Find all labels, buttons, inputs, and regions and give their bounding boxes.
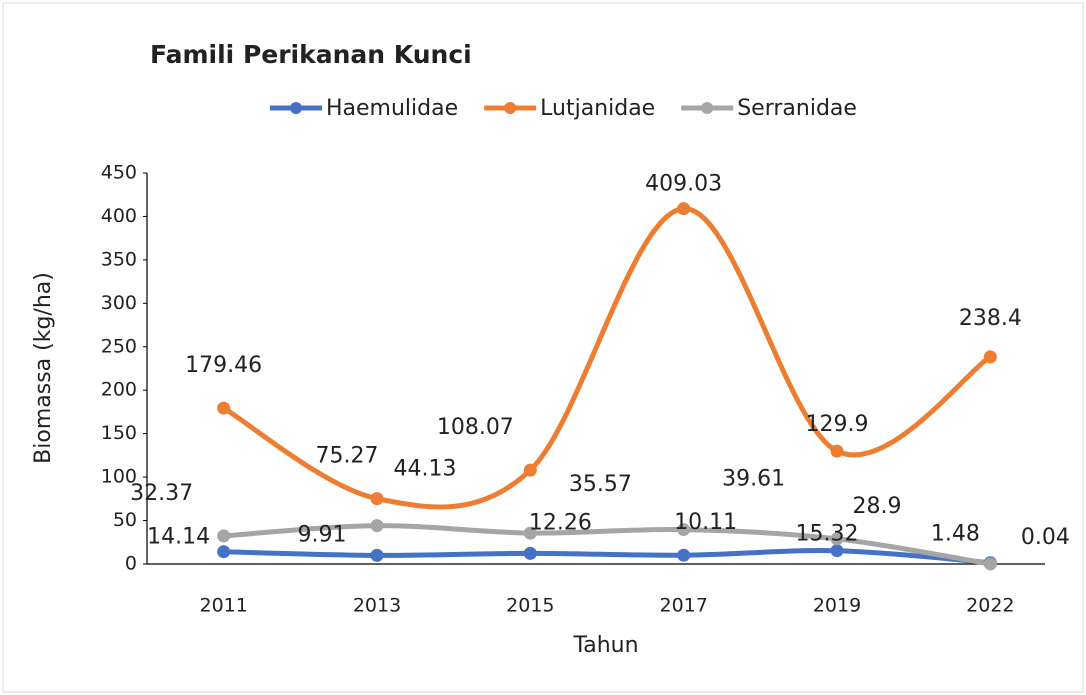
data-label: 129.9 [806, 412, 869, 437]
data-point [677, 523, 691, 537]
data-label: 32.37 [130, 481, 193, 506]
data-point [523, 546, 537, 560]
data-point [983, 557, 997, 571]
y-tick-label: 150 [101, 422, 137, 444]
y-tick-label: 250 [101, 335, 137, 357]
data-point [523, 526, 537, 540]
x-tick-label: 2011 [199, 595, 247, 617]
data-label: 108.07 [437, 415, 514, 440]
data-point [217, 401, 231, 415]
legend-marker [290, 102, 302, 114]
y-tick-label: 300 [101, 292, 137, 314]
data-label: 44.13 [394, 457, 457, 482]
legend-label: Lutjanidae [540, 96, 655, 121]
y-tick-label: 0 [125, 553, 137, 575]
data-point [830, 444, 844, 458]
data-point [370, 548, 384, 562]
data-point [830, 544, 844, 558]
y-axis-title: Biomassa (kg/ha) [31, 272, 56, 464]
data-point [217, 545, 231, 559]
y-tick-label: 450 [101, 162, 137, 184]
data-label: 15.32 [796, 522, 859, 547]
data-label: 9.91 [298, 522, 347, 547]
data-point [677, 548, 691, 562]
legend-marker [701, 102, 714, 114]
x-tick-label: 2013 [353, 595, 401, 617]
data-label: 409.03 [645, 172, 722, 197]
data-label: 1.48 [931, 522, 980, 547]
legend-label: Haemulidae [326, 96, 458, 121]
data-point [370, 492, 384, 506]
y-tick-label: 200 [101, 379, 137, 401]
x-tick-label: 2017 [659, 595, 707, 617]
data-label: 12.26 [529, 510, 592, 535]
chart-title: Famili Perikanan Kunci [150, 40, 472, 69]
y-tick-label: 100 [101, 466, 137, 488]
data-label: 238.4 [959, 306, 1022, 331]
x-axis-title: Tahun [572, 633, 638, 658]
y-tick-label: 400 [101, 205, 137, 227]
data-point [830, 532, 844, 546]
data-point [217, 529, 231, 543]
series-line [221, 548, 993, 566]
data-label: 10.11 [674, 510, 737, 535]
data-point [983, 350, 997, 364]
data-label: 14.14 [147, 525, 210, 550]
legend-label: Serranidae [737, 96, 857, 121]
data-label: 75.27 [316, 444, 379, 469]
x-tick-label: 2015 [506, 595, 554, 617]
data-label: 179.46 [185, 353, 262, 378]
data-label: 0.04 [1021, 525, 1070, 550]
data-point [523, 463, 537, 477]
series-line [221, 523, 993, 567]
data-point [677, 202, 691, 216]
data-label: 28.9 [853, 494, 902, 519]
x-tick-label: 2022 [966, 595, 1014, 617]
x-tick-label: 2019 [813, 595, 861, 617]
y-tick-label: 50 [113, 509, 137, 531]
data-label: 35.57 [569, 472, 632, 497]
y-tick-label: 350 [101, 248, 137, 270]
legend-marker [504, 102, 517, 114]
data-point [370, 519, 384, 533]
data-label: 39.61 [722, 467, 785, 492]
